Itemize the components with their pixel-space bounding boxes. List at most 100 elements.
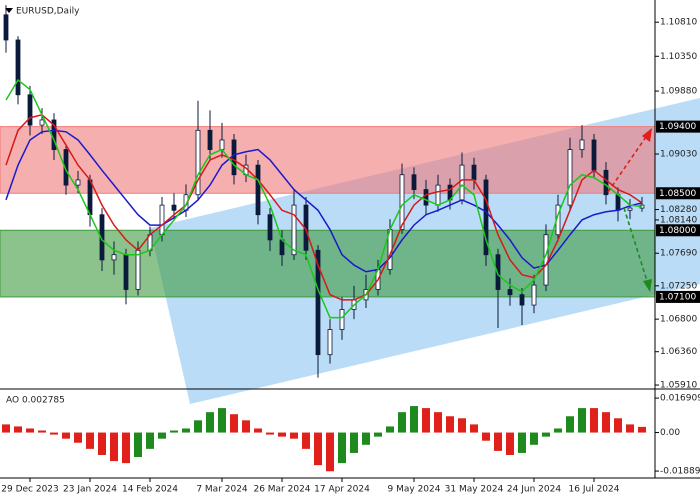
candle-body (231, 139, 237, 176)
candle-body (267, 214, 273, 241)
y-tick-label: 0.016909 (660, 394, 700, 404)
candle-body (483, 179, 489, 256)
ao-bar (14, 426, 22, 433)
ao-bar (242, 420, 250, 433)
ao-bar (158, 432, 166, 439)
candle-body (291, 204, 297, 256)
ao-bar (446, 416, 454, 433)
candle-body (399, 174, 405, 230)
x-tick-label: 9 May 2024 (388, 485, 441, 495)
candle-body (543, 234, 549, 286)
y-tick-label: 0.00 (660, 428, 680, 438)
candle-body (159, 204, 165, 236)
candle-body (195, 129, 201, 196)
ao-bar (290, 432, 298, 439)
candle-body (27, 94, 33, 126)
candle-body (495, 254, 501, 290)
ao-bar (314, 432, 322, 466)
level-label-box (656, 290, 700, 303)
forecast-down-arrow (623, 207, 649, 285)
ao-bar (374, 432, 382, 437)
ao-bar (266, 432, 274, 435)
arrow-head (642, 128, 652, 142)
ao-bar (518, 432, 526, 453)
level-label: 1.07100 (659, 292, 696, 302)
x-tick-label: 23 Jan 2024 (63, 485, 117, 495)
y-tick-label: 1.06360 (660, 347, 697, 357)
ao-bar (506, 432, 514, 455)
ao-bar (614, 418, 622, 433)
ao-bar (182, 428, 190, 433)
level-label: 1.08000 (659, 226, 696, 236)
ao-bar (422, 408, 430, 433)
candle-body (459, 164, 465, 201)
candle-body (3, 14, 9, 41)
ao-bar (170, 430, 178, 433)
x-tick-label: 31 May 2024 (445, 485, 504, 495)
indicator-title: AO 0.002785 (6, 396, 65, 406)
zone (0, 126, 656, 194)
candle-body (279, 239, 285, 256)
symbol-title: EURUSD,Daily (16, 7, 80, 17)
ao-bar (350, 432, 358, 453)
x-tick-label: 17 Apr 2024 (314, 485, 370, 495)
x-tick-label: 26 Mar 2024 (253, 485, 310, 495)
candle-body (15, 39, 21, 96)
y-tick-label: 1.09880 (660, 87, 697, 97)
ao-bar (194, 420, 202, 433)
ao-bar (230, 414, 238, 433)
x-tick-label: 14 Feb 2024 (122, 485, 178, 495)
candle-body (63, 149, 69, 186)
candle-body (615, 194, 621, 211)
candle-body (135, 249, 141, 290)
ao-bar (26, 428, 34, 433)
ao-bar (386, 426, 394, 433)
candle-body (567, 149, 573, 206)
candle-body (87, 179, 93, 216)
y-tick-label: 1.09030 (660, 150, 697, 160)
candle-body (339, 309, 345, 330)
candle-body (531, 284, 537, 306)
ao-bar (602, 412, 610, 433)
x-tick-label: 16 Jul 2024 (569, 485, 620, 495)
candle-body (579, 139, 585, 150)
x-tick-label: 29 Dec 2023 (1, 485, 59, 495)
candle-body (507, 289, 513, 296)
ao-bar (578, 408, 586, 433)
y-tick-label: 1.07690 (660, 249, 697, 259)
candle-body (471, 164, 477, 181)
forecast-up-arrow (607, 133, 649, 193)
ao-bar (566, 416, 574, 433)
ao-bar (398, 412, 406, 433)
ao-bar (338, 432, 346, 464)
ao-bar (122, 432, 130, 464)
candle-body (435, 184, 441, 206)
foreground-layer: EURUSD,Daily AO 0.002785 (0, 0, 700, 479)
level-label: 1.09400 (659, 122, 696, 132)
ao-bar (530, 432, 538, 445)
ao-bar (434, 412, 442, 433)
candle-body (39, 119, 45, 126)
moving-average-line (5, 129, 643, 273)
candle-body (411, 174, 417, 190)
candle-body (327, 329, 333, 356)
candle-body (255, 164, 261, 216)
candle-body (603, 169, 609, 196)
ao-bar (362, 432, 370, 445)
ao-bar (638, 426, 646, 433)
ao-bar (470, 424, 478, 433)
candle-body (123, 254, 129, 290)
ao-bar (542, 432, 550, 437)
level-label-box (656, 224, 700, 237)
candle-body (207, 129, 213, 150)
ao-bar (146, 432, 154, 449)
ao-bar (62, 432, 70, 439)
ao-bar (98, 432, 106, 455)
ao-bar (626, 424, 634, 433)
candle-body (75, 179, 81, 186)
level-label: 1.08500 (659, 189, 696, 199)
menu-triangle[interactable] (5, 8, 13, 13)
level-label-box (656, 187, 700, 200)
